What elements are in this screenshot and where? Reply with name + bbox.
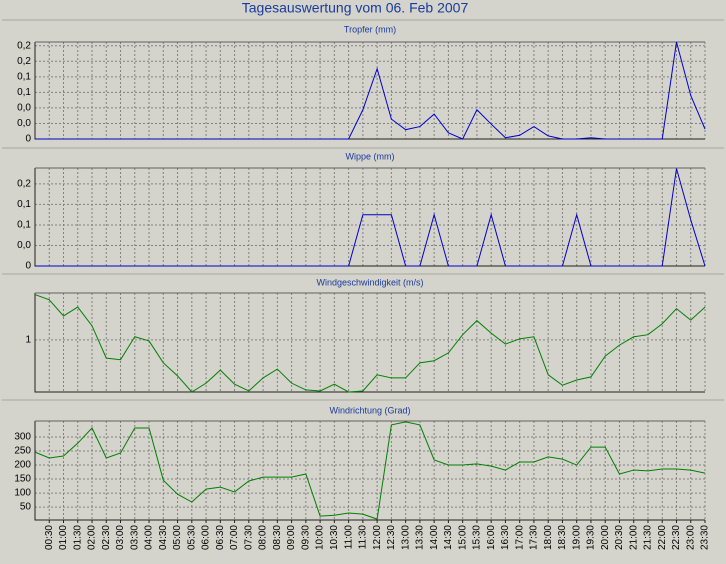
x-tick-label: 05:30 <box>186 525 197 550</box>
panel-title: Windgeschwindigkeit (m/s) <box>316 277 423 287</box>
x-tick-label: 03:00 <box>115 525 126 550</box>
y-tick-label: 50 <box>20 502 32 513</box>
series-line <box>34 421 706 520</box>
x-tick-label: 17:00 <box>514 525 525 550</box>
y-tick-label: 300 <box>14 432 31 443</box>
y-tick-label: 100 <box>14 488 31 499</box>
x-tick-label: 14:00 <box>429 525 440 550</box>
x-tick-label: 13:30 <box>415 525 426 550</box>
x-tick-label: 08:00 <box>258 525 269 550</box>
y-tick-label: 0 <box>25 261 31 272</box>
x-tick-label: 14:30 <box>443 525 454 550</box>
page-title: Tagesauswertung vom 06. Feb 2007 <box>242 0 469 16</box>
series-line <box>35 41 706 140</box>
y-tick-label: 0,0 <box>17 103 31 114</box>
y-tick-label: 150 <box>14 474 31 485</box>
x-tick-label: 23:30 <box>700 525 711 550</box>
x-tick-label: 00:30 <box>44 525 55 550</box>
x-tick-label: 21:30 <box>643 525 654 550</box>
x-tick-label: 03:30 <box>129 525 140 550</box>
x-tick-label: 09:00 <box>286 525 297 550</box>
x-tick-label: 04:00 <box>144 525 155 550</box>
x-tick-label: 21:00 <box>628 525 639 550</box>
x-tick-label: 16:00 <box>486 525 497 550</box>
x-tick-label: 15:30 <box>472 525 483 550</box>
x-tick-label: 11:00 <box>343 525 354 550</box>
y-tick-label: 1 <box>25 335 31 346</box>
x-tick-label: 18:00 <box>543 525 554 550</box>
x-tick-label: 12:30 <box>386 525 397 550</box>
x-tick-label: 05:00 <box>172 525 183 550</box>
panel-title: Tropfer (mm) <box>344 24 396 34</box>
x-tick-label: 08:30 <box>272 525 283 550</box>
series-line <box>35 168 706 267</box>
x-tick-label: 10:30 <box>329 525 340 550</box>
x-tick-label: 16:30 <box>500 525 511 550</box>
x-tick-label: 23:00 <box>685 525 696 550</box>
x-tick-label: 06:30 <box>215 525 226 550</box>
x-tick-label: 02:00 <box>87 525 98 550</box>
x-tick-label: 01:00 <box>58 525 69 550</box>
y-tick-label: 200 <box>14 460 31 471</box>
y-tick-label: 0,0 <box>17 240 31 251</box>
y-tick-label: 0,2 <box>17 56 31 67</box>
x-tick-label: 22:30 <box>671 525 682 550</box>
x-tick-label: 11:30 <box>358 525 369 550</box>
x-tick-label: 07:30 <box>243 525 254 550</box>
y-tick-label: 250 <box>14 446 31 457</box>
axis-frame <box>34 293 705 393</box>
x-tick-label: 04:30 <box>158 525 169 550</box>
x-tick-label: 18:30 <box>557 525 568 550</box>
x-tick-label: 19:00 <box>571 525 582 550</box>
x-tick-label: 20:00 <box>600 525 611 550</box>
series-line <box>34 294 706 393</box>
x-tick-label: 10:00 <box>315 525 326 550</box>
x-tick-label: 01:30 <box>72 525 83 550</box>
y-tick-label: 0,1 <box>17 71 31 82</box>
axis-frame <box>34 421 705 521</box>
x-tick-label: 15:00 <box>457 525 468 550</box>
x-tick-label: 09:30 <box>300 525 311 550</box>
y-tick-label: 0,0 <box>17 118 31 129</box>
x-tick-label: 02:30 <box>101 525 112 550</box>
panel-title: Wippe (mm) <box>346 151 395 161</box>
y-tick-label: 0,1 <box>17 220 31 231</box>
x-tick-label: 20:30 <box>614 525 625 550</box>
x-tick-label: 17:30 <box>529 525 540 550</box>
x-tick-label: 12:00 <box>372 525 383 550</box>
x-tick-label: 22:00 <box>657 525 668 550</box>
x-tick-label: 19:30 <box>586 525 597 550</box>
y-tick-label: 0,2 <box>17 179 31 190</box>
x-tick-label: 13:00 <box>400 525 411 550</box>
y-tick-label: 0 <box>25 134 31 145</box>
panel-title: Windrichtung (Grad) <box>329 405 410 415</box>
x-tick-label: 06:00 <box>201 525 212 550</box>
y-tick-label: 0,1 <box>17 199 31 210</box>
y-tick-label: 0,1 <box>17 87 31 98</box>
y-tick-label: 0,2 <box>17 40 31 51</box>
x-tick-label: 07:00 <box>229 525 240 550</box>
